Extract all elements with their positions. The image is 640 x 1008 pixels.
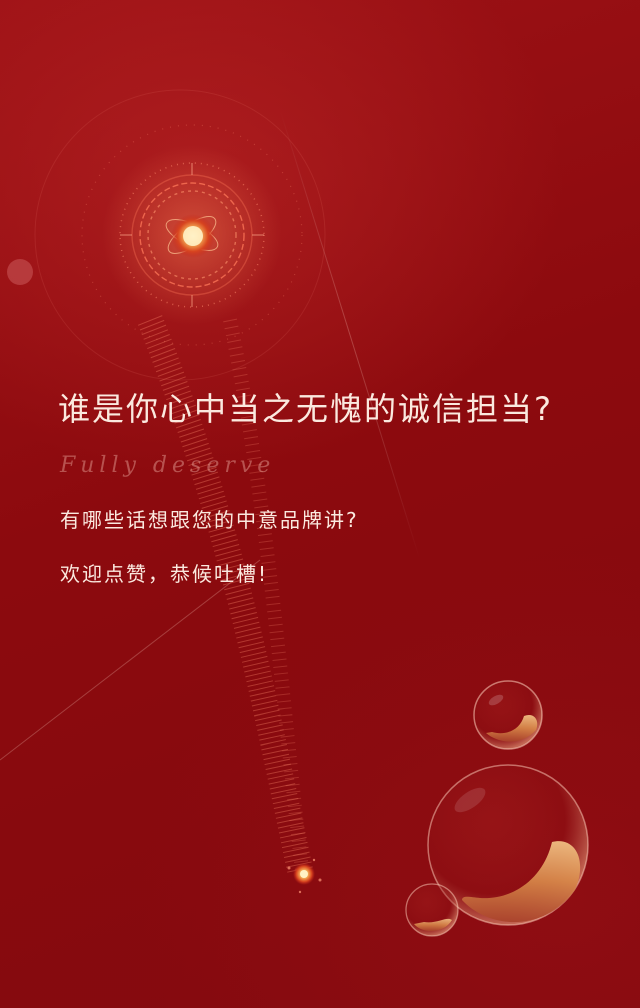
outer-ring bbox=[34, 89, 326, 381]
bubble-small-bottom bbox=[405, 883, 459, 937]
light-streak bbox=[0, 559, 261, 761]
crosshair bbox=[120, 163, 264, 307]
particle-funnel bbox=[137, 315, 313, 873]
body-line-invite: 欢迎点赞，恭候吐槽! bbox=[60, 562, 269, 586]
body-line-question: 有哪些话想跟您的中意品牌讲? bbox=[60, 508, 359, 532]
dotted-ring-outer bbox=[81, 124, 303, 346]
light-streak bbox=[279, 109, 421, 561]
bubble-small-top bbox=[473, 680, 543, 750]
bubble-large bbox=[427, 764, 589, 926]
side-orb bbox=[7, 259, 33, 285]
subtitle: Fully deserve bbox=[60, 453, 276, 478]
headline: 谁是你心中当之无愧的诚信担当? bbox=[58, 390, 553, 428]
